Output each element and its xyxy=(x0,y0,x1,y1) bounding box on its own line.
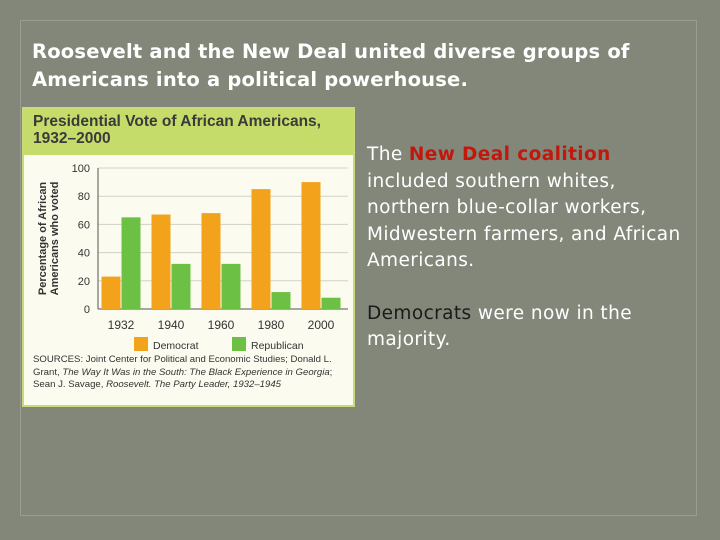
para1-prefix: The xyxy=(367,144,409,165)
legend-swatch xyxy=(232,337,246,351)
sources-book-1: The Way It Was in the South: The Black E… xyxy=(62,366,330,378)
new-deal-coalition-term: New Deal coalition xyxy=(408,144,611,165)
para2-rest: were now in the majority. xyxy=(367,302,632,351)
sources-book-2: Roosevelt. The Party Leader, 1932–1945 xyxy=(106,379,282,391)
sources-label: SOURCES: xyxy=(33,354,84,365)
paragraph-majority: Democrats were now in the majority. xyxy=(367,301,687,354)
y-tick-label: 40 xyxy=(78,248,90,260)
bar-democrat xyxy=(251,189,271,309)
bar-republican xyxy=(171,263,191,309)
democrats-term: Democrats xyxy=(367,302,472,324)
x-tick-label: 1940 xyxy=(158,318,185,332)
chart-panel: Presidential Vote of African Americans, … xyxy=(22,107,355,407)
bar-republican xyxy=(321,297,341,309)
bar-democrat xyxy=(151,214,171,309)
x-tick-label: 2000 xyxy=(308,318,335,332)
x-tick-label: 1980 xyxy=(258,318,285,332)
bar-democrat xyxy=(201,213,221,309)
y-axis-label: Americans who voted xyxy=(49,182,61,296)
bar-chart: 0 20 40 60 80 100 Percentage of African America… xyxy=(37,163,348,352)
y-tick-label: 80 xyxy=(78,191,90,203)
bar-republican xyxy=(221,263,241,309)
body-text: The New Deal coalition included southern… xyxy=(367,142,687,354)
legend-swatch xyxy=(134,337,148,351)
x-tick-label: 1932 xyxy=(108,318,135,332)
para1-rest: included southern whites, northern blue-… xyxy=(367,170,681,272)
legend-label: Republican xyxy=(251,340,304,352)
legend-label: Democrat xyxy=(153,340,199,352)
bar-democrat xyxy=(101,276,121,309)
y-tick-label: 20 xyxy=(78,276,90,288)
y-tick-label: 60 xyxy=(78,219,90,231)
y-axis-label: Percentage of African xyxy=(37,182,49,296)
y-tick-label: 0 xyxy=(84,304,90,316)
bar-democrat xyxy=(301,182,321,309)
chart-title: Presidential Vote of African Americans, … xyxy=(33,113,321,147)
sources-text-2: ; Sean J. Savage, xyxy=(33,366,333,391)
slide-title: Roosevelt and the New Deal united divers… xyxy=(32,40,630,91)
sources-text-1: Joint Center for Political and Economic … xyxy=(33,354,332,378)
x-tick-label: 1960 xyxy=(208,318,235,332)
slide-frame xyxy=(20,20,697,516)
chart-sources: SOURCES: Joint Center for Political and … xyxy=(33,354,353,392)
bar-republican xyxy=(121,217,141,309)
paragraph-coalition: The New Deal coalition included southern… xyxy=(367,142,687,275)
bar-republican xyxy=(271,292,291,309)
y-tick-label: 100 xyxy=(72,163,90,175)
chart-header-band xyxy=(24,109,353,155)
